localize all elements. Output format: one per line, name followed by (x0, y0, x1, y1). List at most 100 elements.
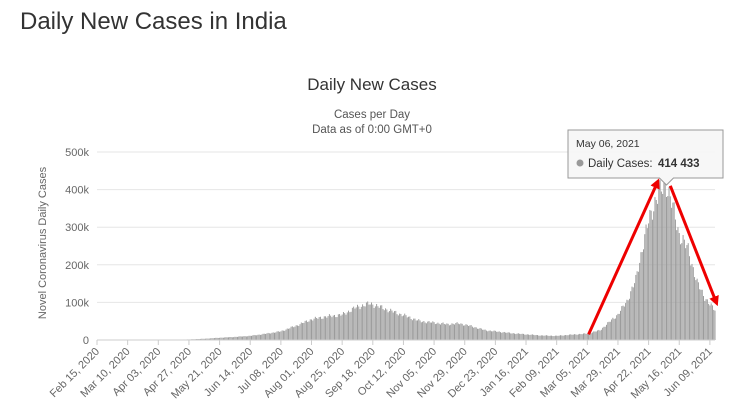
bar (480, 328, 482, 340)
bar (272, 332, 274, 340)
bar (494, 330, 496, 340)
bar (257, 334, 259, 340)
bar (319, 316, 321, 340)
bar (454, 324, 455, 340)
bar (211, 338, 213, 340)
bar (377, 306, 379, 340)
bar (321, 318, 323, 340)
bar (664, 183, 666, 340)
bar (215, 337, 217, 340)
bar (415, 320, 417, 340)
bar (687, 243, 689, 340)
bar (545, 335, 547, 340)
bar (231, 337, 233, 340)
bar (233, 337, 235, 340)
bar (206, 338, 208, 340)
bar (686, 245, 688, 340)
bar (639, 262, 641, 340)
bar (630, 291, 632, 340)
bar (570, 334, 572, 340)
bar (452, 323, 454, 340)
bar (626, 299, 628, 340)
bar (478, 328, 480, 340)
bar (253, 334, 255, 340)
bar (418, 319, 420, 340)
bar (387, 312, 389, 340)
bar (502, 332, 504, 340)
bar (658, 188, 660, 340)
bar (605, 324, 607, 340)
bar (364, 306, 366, 340)
bar (591, 332, 593, 340)
bar (646, 228, 648, 340)
bar (281, 330, 283, 340)
bar (644, 234, 646, 340)
bar (631, 286, 633, 340)
bar (690, 265, 692, 340)
bar (470, 325, 472, 340)
bar (371, 302, 373, 340)
bar (654, 197, 656, 340)
bar (285, 329, 287, 340)
bar (637, 271, 639, 340)
bar (293, 327, 295, 340)
bar (514, 333, 516, 340)
bar (410, 319, 412, 340)
bar (703, 296, 704, 340)
bar (599, 330, 601, 340)
bar (462, 325, 464, 340)
bar (282, 330, 284, 340)
bar (479, 327, 481, 340)
bar (332, 315, 334, 340)
bar (367, 301, 369, 340)
bar-series (168, 180, 716, 340)
bar (474, 327, 476, 340)
bar (628, 298, 630, 340)
bar (428, 321, 430, 340)
bar (602, 327, 604, 340)
bar (331, 317, 333, 340)
bar (505, 332, 507, 340)
bar (456, 322, 458, 340)
bar (617, 313, 619, 340)
y-tick-label: 0 (83, 335, 89, 347)
bar (589, 332, 591, 340)
bar (385, 308, 387, 340)
bar (401, 316, 403, 340)
bar (575, 334, 577, 340)
bar (376, 304, 378, 340)
bar (571, 334, 573, 340)
bar (359, 309, 361, 340)
bar (219, 337, 221, 340)
bar (249, 335, 251, 340)
bar (604, 326, 606, 340)
bar (503, 331, 505, 340)
bar (381, 305, 383, 340)
bar (653, 211, 655, 340)
bar (469, 325, 471, 340)
bar (460, 323, 462, 340)
bar (275, 332, 277, 340)
bar (229, 337, 231, 340)
bar (295, 325, 297, 340)
bar (483, 329, 485, 340)
bar (355, 307, 357, 340)
bar (313, 318, 315, 340)
bar (340, 315, 342, 340)
bar (242, 336, 244, 340)
bar (622, 305, 624, 340)
bar (667, 196, 669, 340)
bar (590, 333, 592, 340)
bar (334, 314, 335, 340)
bar (482, 329, 484, 340)
bar (314, 316, 316, 340)
y-tick-label: 200k (65, 260, 89, 272)
bar (230, 337, 232, 340)
bar (461, 323, 463, 340)
bar (342, 311, 344, 340)
bar (394, 311, 395, 340)
bar (645, 224, 647, 340)
bar (240, 336, 242, 340)
bar (373, 308, 375, 340)
